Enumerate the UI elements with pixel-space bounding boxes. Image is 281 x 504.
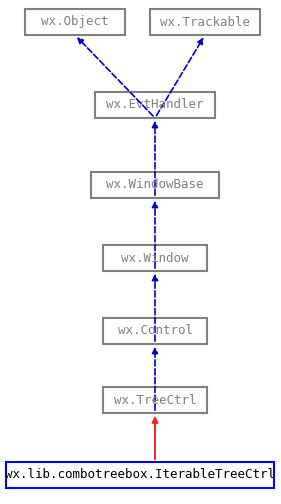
FancyBboxPatch shape (150, 9, 260, 35)
FancyBboxPatch shape (25, 9, 125, 35)
Text: wx.TreeCtrl: wx.TreeCtrl (114, 394, 196, 407)
FancyBboxPatch shape (91, 172, 219, 198)
FancyBboxPatch shape (6, 462, 274, 488)
FancyBboxPatch shape (103, 387, 207, 413)
Text: wx.EvtHandler: wx.EvtHandler (106, 98, 204, 111)
FancyBboxPatch shape (95, 92, 215, 118)
Text: wx.Object: wx.Object (41, 16, 109, 29)
Text: wx.lib.combotreebox.IterableTreeCtrl: wx.lib.combotreebox.IterableTreeCtrl (5, 469, 275, 481)
FancyBboxPatch shape (103, 245, 207, 271)
Text: wx.Window: wx.Window (121, 251, 189, 265)
Text: wx.WindowBase: wx.WindowBase (106, 178, 204, 192)
Text: wx.Trackable: wx.Trackable (160, 16, 250, 29)
FancyBboxPatch shape (103, 318, 207, 344)
Text: wx.Control: wx.Control (117, 325, 192, 338)
